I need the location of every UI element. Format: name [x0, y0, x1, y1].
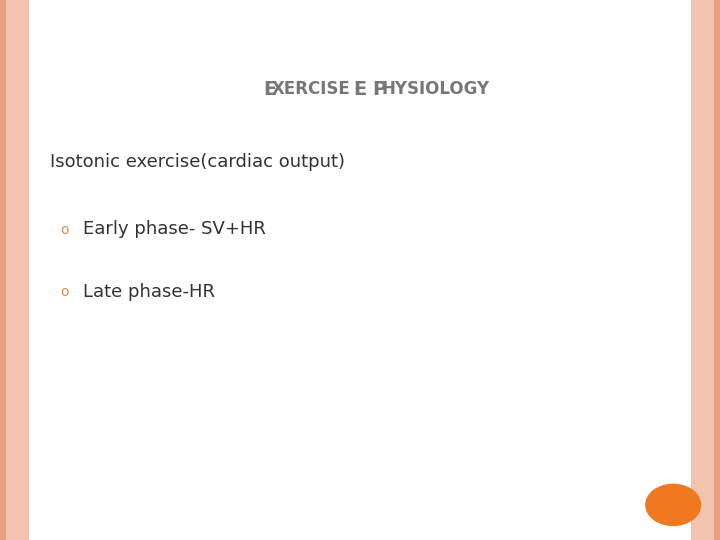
Circle shape — [646, 484, 701, 525]
Text: HYSIOLOGY: HYSIOLOGY — [382, 80, 490, 98]
Text: Early phase- SV+HR: Early phase- SV+HR — [83, 220, 266, 239]
Text: o: o — [60, 285, 69, 299]
Text: E: E — [263, 79, 276, 99]
Text: XERCISE: XERCISE — [272, 80, 351, 98]
Bar — [691, 0, 720, 540]
Text: P: P — [372, 79, 387, 99]
Text: Isotonic exercise(cardiac output): Isotonic exercise(cardiac output) — [50, 153, 346, 171]
Bar — [714, 0, 720, 540]
Text: E: E — [354, 79, 366, 99]
Bar — [0, 0, 6, 540]
Text: o: o — [60, 222, 69, 237]
Text: Late phase-HR: Late phase-HR — [83, 282, 215, 301]
Bar — [0, 0, 29, 540]
